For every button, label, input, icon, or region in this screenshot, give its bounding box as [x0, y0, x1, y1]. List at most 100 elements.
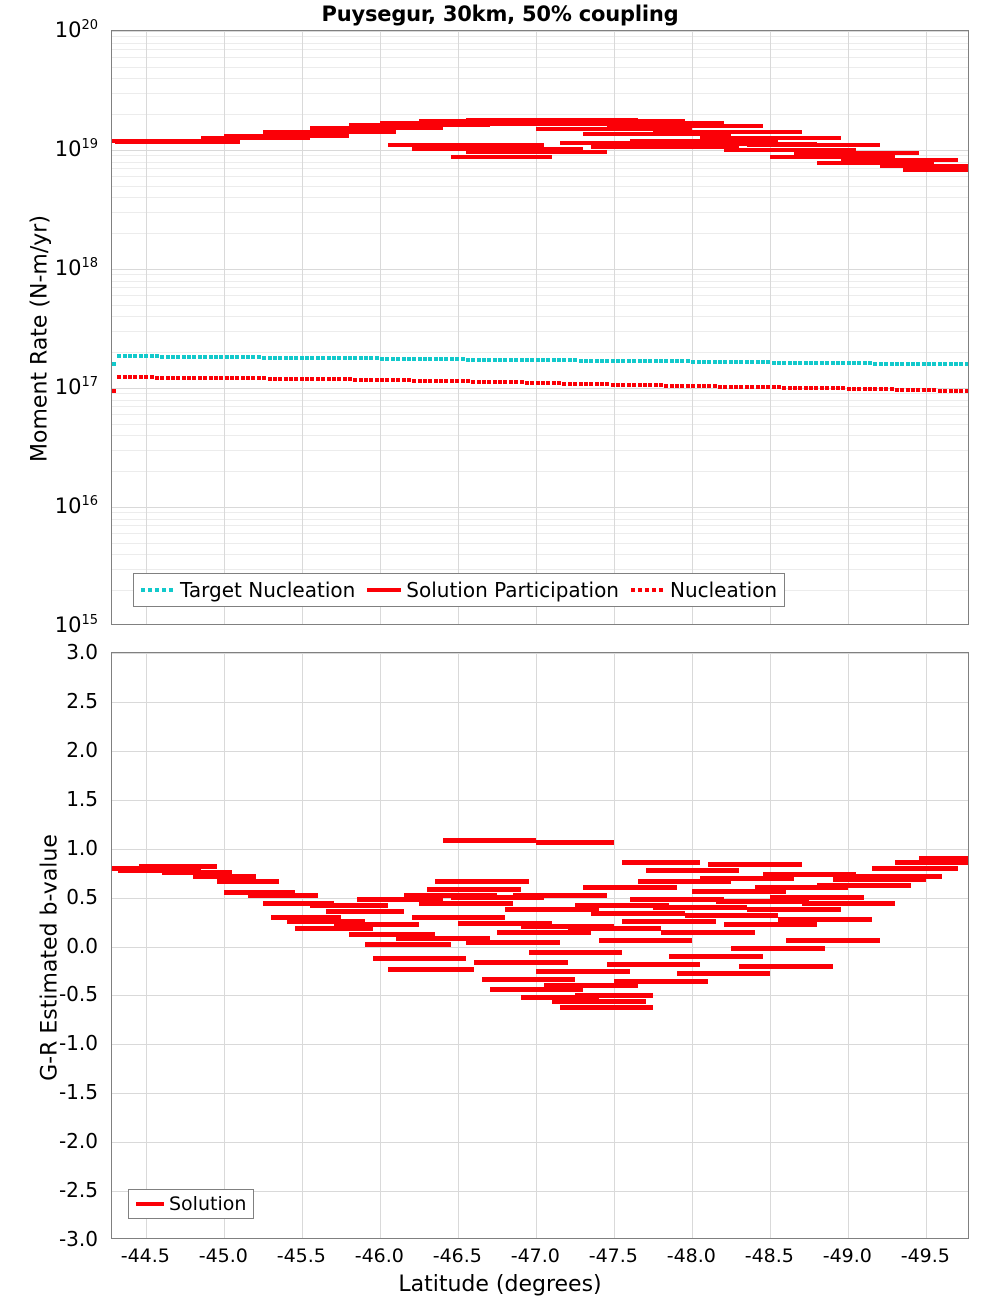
b-value-segment: [746, 906, 841, 912]
legend-label: Solution Participation: [406, 578, 619, 602]
nucleation-line: [900, 387, 907, 392]
b-value-segment: [832, 877, 927, 883]
nucleation-line: [599, 382, 607, 387]
nucleation-line: [632, 382, 639, 387]
b-value-segment: [684, 912, 779, 918]
b-value-segment: [356, 897, 443, 903]
target-nucleation-line: [508, 358, 516, 362]
nucleation-line: [165, 375, 172, 380]
target-nucleation-line: [170, 354, 178, 359]
solution-participation-segment: [489, 121, 662, 126]
y-tick-label: 3.0: [66, 640, 98, 664]
nucleation-line: [589, 382, 596, 387]
y-tick-label: -3.0: [58, 1227, 98, 1251]
nucleation-line: [144, 375, 151, 380]
target-nucleation-line: [557, 358, 564, 363]
target-nucleation-line: [750, 360, 757, 365]
target-nucleation-line: [503, 357, 510, 362]
target-nucleation-line: [921, 361, 929, 366]
target-nucleation-line: [819, 361, 827, 366]
solution-participation-segment: [606, 124, 763, 129]
nucleation-line: [675, 383, 682, 388]
b-value-segment: [629, 897, 724, 903]
x-tick-label: -48.5: [744, 1245, 794, 1267]
nucleation-line: [932, 388, 939, 393]
nucleation-line: [369, 377, 376, 382]
nucleation-line: [916, 388, 923, 393]
x-tick-label: -45.5: [276, 1245, 326, 1267]
target-nucleation-line: [449, 357, 457, 362]
target-nucleation-line: [262, 355, 269, 360]
target-nucleation-line: [460, 357, 467, 362]
target-nucleation-line: [428, 357, 435, 362]
nucleation-line: [567, 381, 575, 386]
b-value-segment: [403, 893, 498, 899]
target-nucleation-line: [294, 355, 301, 360]
b-value-segment: [590, 910, 685, 916]
target-nucleation-line: [889, 361, 896, 366]
b-value-segment: [364, 942, 451, 948]
target-nucleation-line: [669, 359, 677, 364]
legend-label: Solution: [169, 1193, 247, 1215]
nucleation-line: [385, 378, 392, 383]
target-nucleation-line: [964, 362, 968, 367]
nucleation-line: [707, 384, 714, 389]
b-value-segment: [528, 949, 623, 955]
moment-rate-plot: [111, 30, 969, 625]
b-value-segment: [567, 926, 662, 932]
b-value-segment: [263, 900, 334, 906]
nucleation-line: [412, 378, 419, 383]
b-value-segment: [118, 867, 201, 873]
b-value-segment: [622, 918, 716, 924]
legend-entry: Solution Participation: [367, 578, 619, 602]
b-value-segment: [715, 898, 810, 904]
nucleation-line: [396, 378, 403, 383]
nucleation-line: [192, 375, 199, 380]
target-nucleation-line: [326, 356, 333, 361]
b-value-segment: [676, 971, 771, 977]
nucleation-line: [315, 377, 323, 382]
nucleation-line: [423, 378, 430, 383]
nucleation-line: [401, 378, 408, 383]
target-nucleation-line: [165, 354, 172, 359]
target-nucleation-line: [959, 362, 966, 367]
page-title: Puysegur, 30km, 50% coupling: [321, 2, 679, 26]
nucleation-line: [203, 375, 210, 380]
target-nucleation-line: [524, 358, 532, 363]
b-value-segment: [310, 902, 389, 908]
nucleation-line: [696, 384, 703, 389]
nucleation-line: [557, 381, 564, 386]
solution-participation-segment: [559, 141, 708, 146]
solution-participation-segment: [388, 143, 545, 148]
b-value-segment: [224, 890, 295, 896]
target-nucleation-line: [873, 361, 880, 366]
target-nucleation-line: [530, 358, 537, 363]
b-value-segment: [575, 992, 654, 998]
nucleation-line: [927, 388, 934, 393]
nucleation-line: [862, 386, 870, 391]
b-value-segment: [372, 955, 467, 961]
nucleation-line: [905, 387, 912, 392]
b-value-segment: [598, 938, 693, 944]
target-nucleation-line: [798, 360, 805, 365]
target-nucleation-line: [149, 354, 156, 359]
nucleation-line: [594, 382, 601, 387]
b-value-segment: [505, 906, 599, 912]
nucleation-line: [176, 375, 183, 380]
nucleation-line: [535, 380, 542, 385]
target-nucleation-line: [229, 355, 237, 360]
target-nucleation-line: [573, 358, 580, 363]
nucleation-line: [224, 376, 231, 381]
y-tick-label: 2.0: [66, 737, 98, 762]
target-nucleation-line: [240, 355, 248, 360]
target-nucleation-line: [809, 360, 816, 365]
nucleation-line: [390, 378, 398, 383]
nucleation-line: [219, 376, 226, 380]
nucleation-line: [669, 383, 677, 388]
target-nucleation-line: [321, 355, 328, 360]
b-value-segment: [193, 873, 256, 879]
b-value-segment: [536, 840, 615, 846]
nucleation-line: [551, 381, 559, 386]
solution-participation-segment: [310, 126, 443, 131]
nucleation-line: [187, 375, 194, 380]
